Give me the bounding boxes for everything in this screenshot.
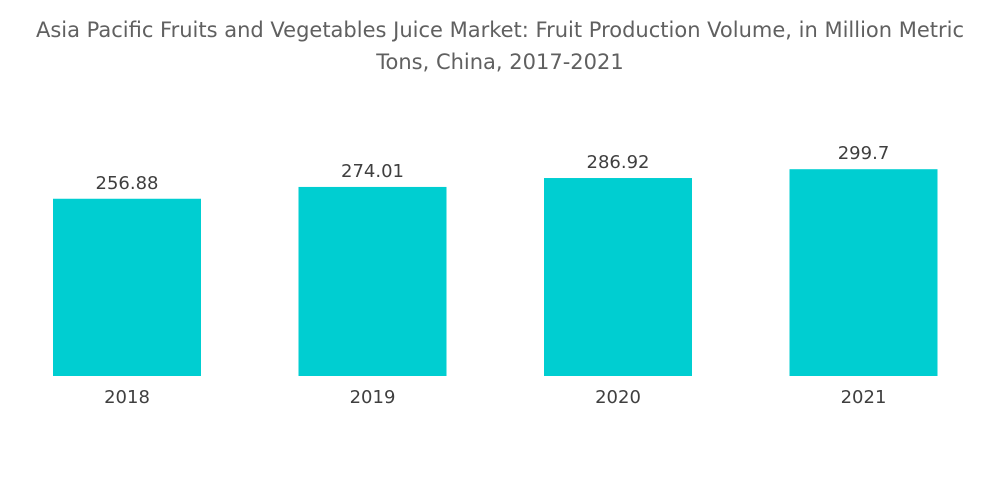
bars-group: [53, 169, 938, 376]
value-label-2018: 256.88: [96, 173, 159, 194]
chart-title-line-2: Tons, China, 2017-2021: [376, 50, 624, 74]
x-tick-label-2020: 2020: [595, 387, 641, 408]
bar-2020: [544, 178, 692, 376]
chart-title: Asia Pacific Fruits and Vegetables Juice…: [0, 14, 1000, 78]
x-axis-tick-labels: 2018 2019 2020 2021: [104, 387, 886, 408]
bar-2018: [53, 198, 201, 376]
bar-2021: [789, 169, 938, 376]
value-label-2021: 299.7: [838, 143, 890, 164]
value-label-2020: 286.92: [587, 152, 650, 173]
x-tick-label-2018: 2018: [104, 387, 150, 408]
value-label-2019: 274.01: [341, 161, 404, 182]
x-tick-label-2019: 2019: [350, 387, 396, 408]
chart-title-line-1: Asia Pacific Fruits and Vegetables Juice…: [35, 18, 965, 42]
bar-2019: [298, 186, 447, 376]
x-tick-label-2021: 2021: [841, 387, 887, 408]
value-labels-group: 256.88 274.01 286.92 299.7: [96, 143, 890, 194]
